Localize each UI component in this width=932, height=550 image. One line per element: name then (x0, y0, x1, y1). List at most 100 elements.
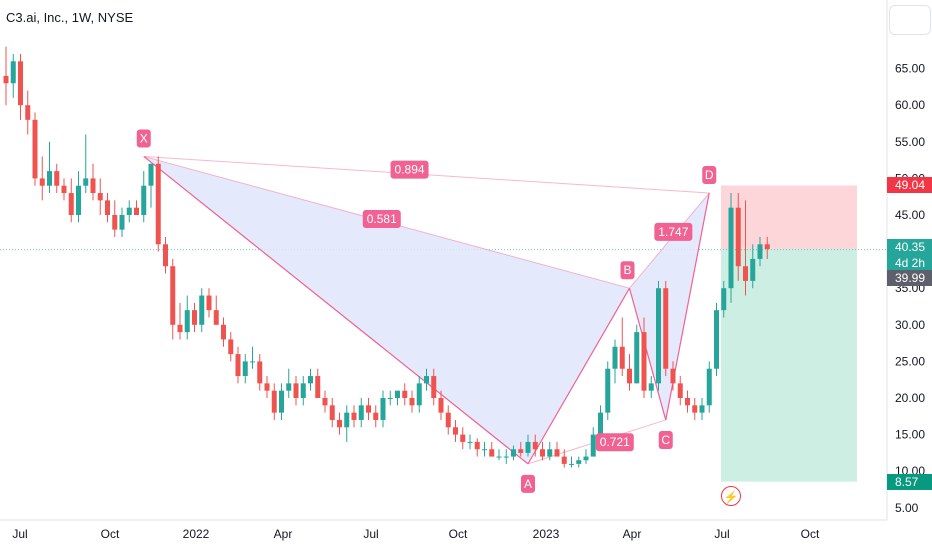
candle (489, 441, 495, 457)
y-tick-label: 20.00 (895, 391, 925, 405)
candle-body (402, 390, 408, 398)
candle-body (315, 376, 321, 398)
candle (206, 288, 212, 318)
candle (387, 390, 393, 406)
ratio-xd-bg (390, 160, 429, 179)
pattern-leg-ab (527, 287, 631, 465)
candle-body (714, 310, 719, 369)
target-zone (721, 249, 857, 482)
candle (395, 390, 400, 406)
candle-body (656, 288, 661, 384)
pattern-point-a-bg (521, 474, 535, 493)
candle-body (627, 368, 632, 384)
candle-body (634, 332, 640, 384)
candle-body (750, 258, 756, 281)
candle-body (221, 324, 226, 340)
candle (764, 236, 770, 259)
candle-body (344, 412, 350, 428)
y-tick-label: 55.00 (895, 135, 925, 149)
candle-body (583, 456, 589, 461)
candle-body (199, 295, 205, 325)
candle (163, 236, 168, 274)
candle-body (576, 460, 582, 464)
y-tick-label: 65.00 (895, 62, 925, 76)
candle (569, 456, 574, 468)
candle-body (438, 398, 444, 413)
candle (612, 339, 618, 384)
candle (134, 200, 139, 215)
x-tick-label: Apr (623, 527, 642, 541)
candle (706, 361, 712, 413)
entry-price-tag: 39.99 (887, 269, 932, 286)
bar-countdown: 4d 2h (895, 256, 926, 271)
candle-body (380, 398, 386, 420)
candle (605, 361, 611, 420)
candle-body (648, 383, 654, 391)
candle-body (279, 390, 284, 413)
candle (250, 346, 255, 369)
candle (148, 163, 154, 208)
candle-body (757, 244, 763, 259)
candle-body (496, 456, 502, 458)
candle (583, 449, 589, 464)
pattern-point-a-text: A (524, 477, 532, 491)
candle (634, 324, 640, 384)
pattern-point-b: B (620, 261, 635, 280)
candle-body (598, 412, 603, 435)
candle (329, 398, 335, 428)
candle (648, 376, 654, 398)
candle-body (10, 61, 16, 84)
candle (409, 390, 415, 413)
candle-body (511, 449, 516, 457)
candle (18, 53, 23, 120)
candle-body (61, 185, 67, 194)
candle-body (39, 178, 45, 186)
candle-body (612, 346, 618, 369)
pattern-point-d-text: D (705, 168, 714, 182)
candle (692, 398, 698, 420)
candle-body (97, 193, 103, 201)
lightning-icon[interactable]: ⚡ (721, 486, 741, 506)
candle (47, 141, 52, 194)
pattern-point-d: D (702, 166, 717, 185)
y-tick-label: 15.00 (895, 428, 925, 442)
candle-body (663, 288, 669, 369)
candle (39, 156, 45, 201)
candle (228, 332, 234, 362)
candle-body (692, 405, 698, 413)
candle (221, 317, 226, 347)
candle-body (271, 390, 277, 413)
candle (460, 427, 466, 450)
candle-body (170, 266, 176, 325)
axes: 65.0060.0055.0050.0045.0040.0035.0030.00… (0, 0, 925, 541)
candle-body (83, 178, 89, 186)
chart-settings-button[interactable] (889, 5, 931, 35)
candle (344, 405, 350, 442)
x-tick-label: 2022 (183, 527, 210, 541)
pattern-leg-bc (628, 288, 667, 421)
pattern-point-a: A (521, 474, 535, 493)
candle-body (503, 456, 509, 458)
last-price-tag: 40.35 4d 2h (887, 239, 932, 272)
candle (199, 288, 205, 333)
candle (445, 405, 451, 435)
x-tick-label: Oct (801, 527, 820, 541)
candle-body (728, 207, 734, 289)
candle (119, 207, 125, 237)
candle (32, 112, 38, 186)
candle (177, 302, 183, 340)
pattern-labels: X A B C D 0.894 0.581 1.747 0.721 (136, 129, 717, 493)
candle (358, 398, 364, 428)
candle-body (670, 368, 676, 384)
y-tick-label: 30.00 (895, 318, 925, 332)
x-tick-label: Jul (714, 527, 729, 541)
candle (10, 53, 16, 98)
candle (496, 449, 502, 461)
candle (670, 361, 676, 391)
candle (547, 441, 553, 461)
candle-body (525, 441, 531, 453)
candle-body (431, 376, 437, 398)
candle (735, 193, 741, 281)
candle (3, 46, 9, 106)
